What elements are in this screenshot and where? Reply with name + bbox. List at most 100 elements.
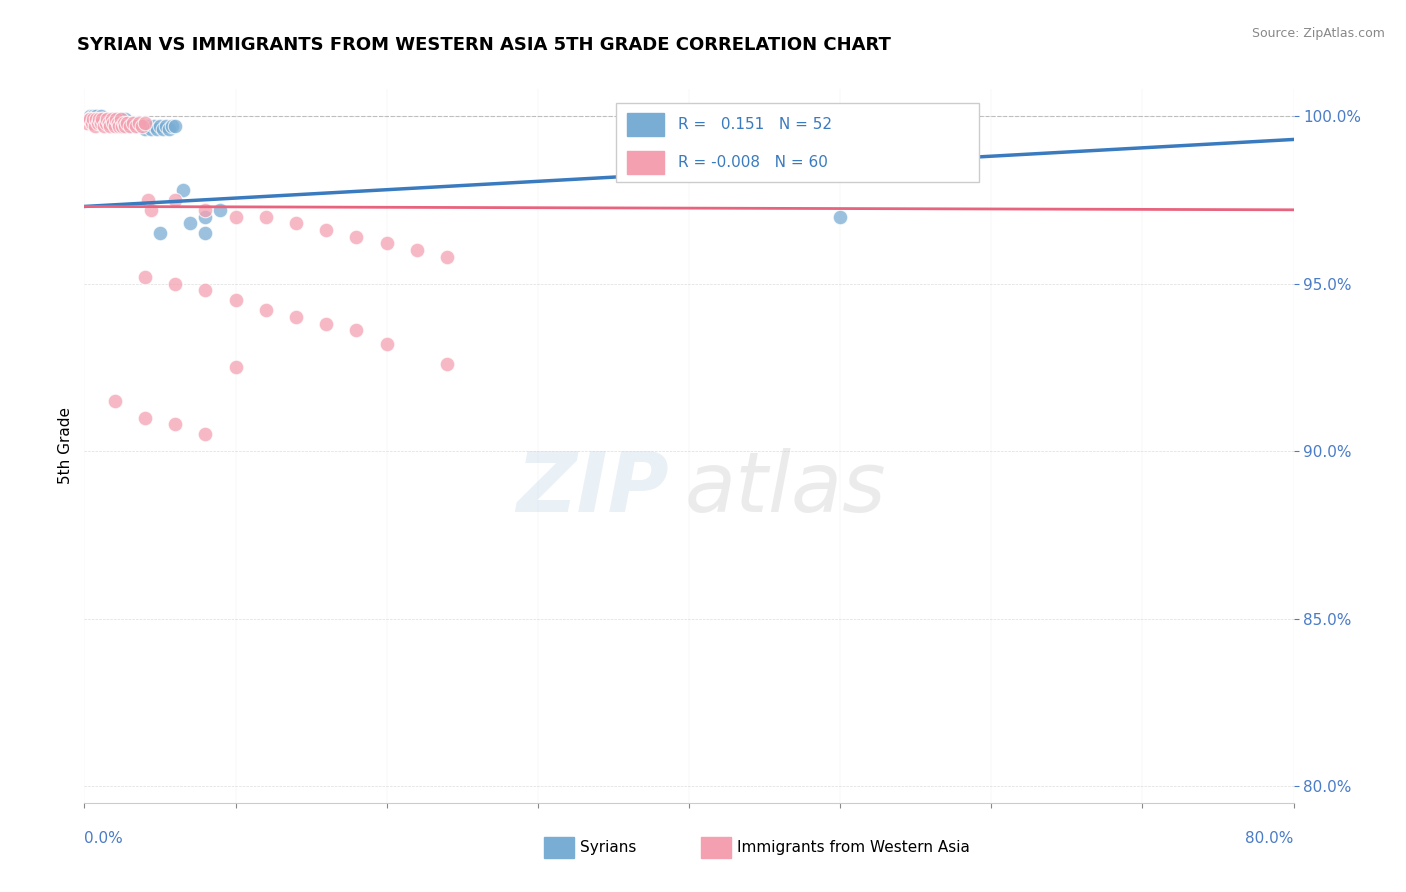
Point <box>76 116 98 130</box>
Point <box>76 112 98 127</box>
Point <box>194 283 217 297</box>
Point <box>142 119 165 133</box>
Point <box>152 122 174 136</box>
Text: Syrians: Syrians <box>581 840 637 855</box>
Point <box>115 116 138 130</box>
Point <box>136 193 159 207</box>
Point <box>79 109 101 123</box>
Point <box>146 122 169 136</box>
Text: Immigrants from Western Asia: Immigrants from Western Asia <box>737 840 970 855</box>
Point <box>375 336 398 351</box>
Point <box>375 236 398 251</box>
Point <box>94 112 117 127</box>
Text: 0.0%: 0.0% <box>84 831 124 847</box>
Point <box>110 112 132 127</box>
Point <box>101 116 124 130</box>
Point <box>436 250 458 264</box>
Point <box>179 216 201 230</box>
Point <box>107 112 129 127</box>
Point <box>89 112 111 127</box>
Point <box>77 112 100 127</box>
Point <box>79 112 101 127</box>
Point <box>131 119 153 133</box>
Point <box>108 119 131 133</box>
Point <box>115 116 138 130</box>
Point <box>114 119 136 133</box>
Point <box>194 210 217 224</box>
Point <box>111 116 134 130</box>
Point <box>118 119 141 133</box>
Point <box>104 116 127 130</box>
Point <box>134 410 156 425</box>
Point <box>134 269 156 284</box>
Point <box>139 122 162 136</box>
Point <box>165 277 187 291</box>
Point <box>254 303 277 318</box>
Bar <box>544 837 574 858</box>
Text: atlas: atlas <box>685 449 887 529</box>
Point <box>436 357 458 371</box>
Text: SYRIAN VS IMMIGRANTS FROM WESTERN ASIA 5TH GRADE CORRELATION CHART: SYRIAN VS IMMIGRANTS FROM WESTERN ASIA 5… <box>77 36 891 54</box>
Text: 80.0%: 80.0% <box>1246 831 1294 847</box>
Point <box>225 293 247 308</box>
Point <box>86 112 108 127</box>
Point <box>149 227 172 241</box>
Point <box>128 116 150 130</box>
Point <box>346 229 368 244</box>
Point <box>82 112 104 127</box>
Point <box>87 116 110 130</box>
Point <box>97 116 120 130</box>
Point <box>131 119 153 133</box>
Point <box>315 223 337 237</box>
Point <box>950 109 973 123</box>
Point <box>96 112 118 127</box>
Point <box>93 116 115 130</box>
Point <box>97 116 120 130</box>
Point <box>254 210 277 224</box>
Point <box>77 112 100 127</box>
Point <box>80 112 103 127</box>
Point <box>285 310 308 324</box>
Point <box>172 183 194 197</box>
Point <box>139 202 162 217</box>
Point <box>108 116 131 130</box>
Point <box>406 243 429 257</box>
Point <box>89 112 111 127</box>
Point <box>100 112 122 127</box>
Point <box>121 116 143 130</box>
Point <box>84 119 107 133</box>
Point <box>105 116 128 130</box>
Point <box>96 112 118 127</box>
Point <box>165 417 187 432</box>
Point <box>94 116 117 130</box>
Point <box>87 112 110 127</box>
Point <box>134 116 156 130</box>
Point <box>165 193 187 207</box>
Bar <box>702 837 731 858</box>
Point <box>86 109 108 123</box>
Point <box>155 119 177 133</box>
Point <box>114 112 136 127</box>
Point <box>118 119 141 133</box>
Point <box>80 116 103 130</box>
Point <box>346 323 368 337</box>
Point <box>101 112 124 127</box>
Point <box>225 210 247 224</box>
Point <box>91 112 114 127</box>
Point <box>111 119 134 133</box>
Point <box>90 109 112 123</box>
Point <box>890 109 912 123</box>
Point <box>121 116 143 130</box>
Point <box>90 116 112 130</box>
Point <box>225 360 247 375</box>
Point <box>149 119 172 133</box>
Point <box>112 116 135 130</box>
Point <box>82 109 104 123</box>
Point <box>91 112 114 127</box>
Point <box>104 393 127 408</box>
Point <box>165 119 187 133</box>
Text: ZIP: ZIP <box>516 449 668 529</box>
Point <box>112 116 135 130</box>
Point <box>209 202 232 217</box>
Point <box>830 210 852 224</box>
